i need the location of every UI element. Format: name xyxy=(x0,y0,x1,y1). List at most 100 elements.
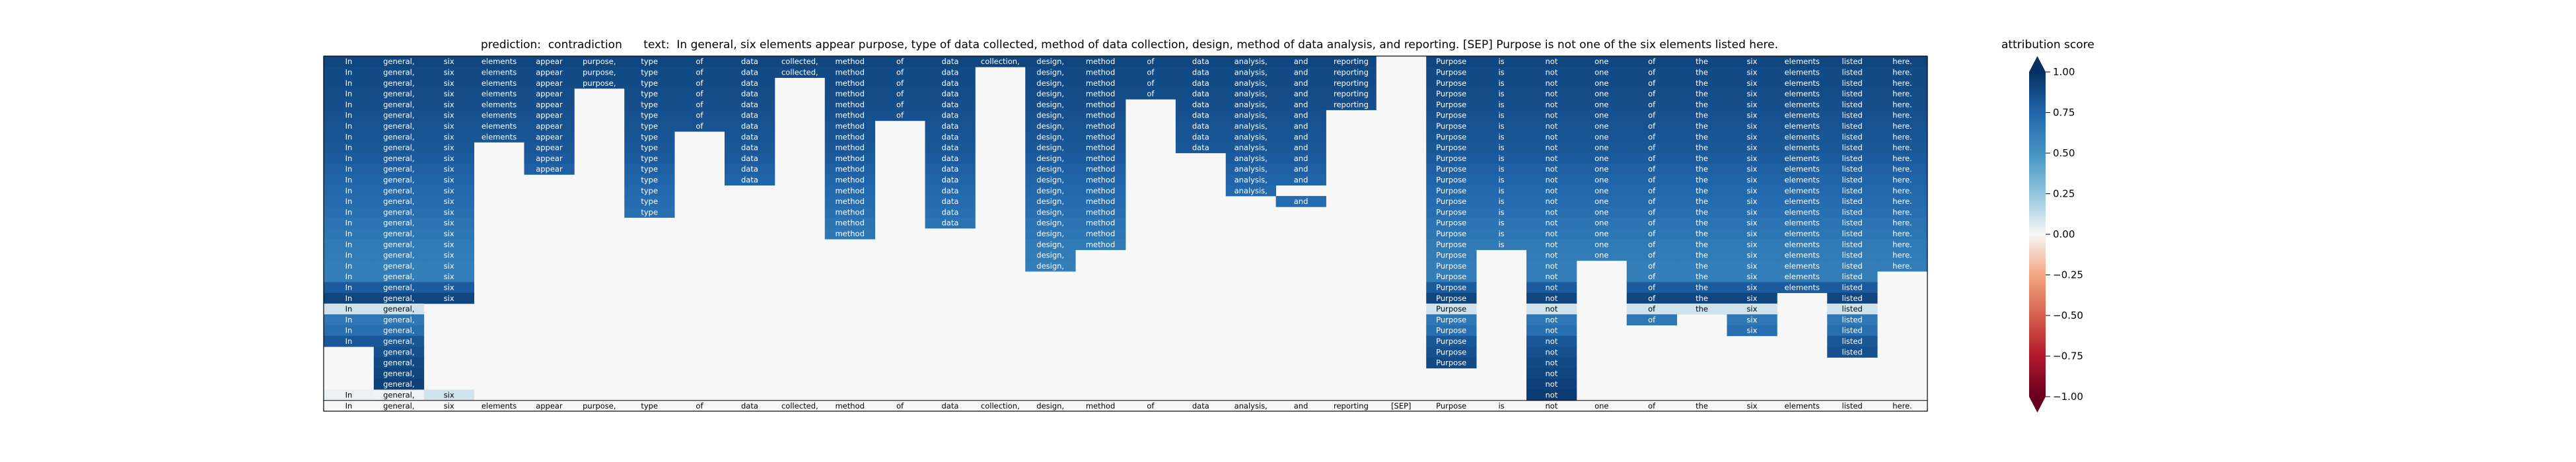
heatmap-cell xyxy=(925,164,976,175)
heatmap-cell xyxy=(1526,120,1577,132)
cell-token-label: elements xyxy=(1785,132,1820,141)
cell-token-label: is xyxy=(1498,164,1504,174)
cell-token-label: six xyxy=(444,272,454,281)
heatmap-cell xyxy=(1225,88,1277,100)
heatmap-cell xyxy=(373,303,425,315)
heatmap-cell xyxy=(423,131,475,143)
cell-token-label: elements xyxy=(1785,154,1820,163)
token-axis-label: general, xyxy=(383,401,414,411)
cell-token-label: is xyxy=(1498,67,1504,77)
cell-token-label: general, xyxy=(383,347,414,356)
cell-token-label: is xyxy=(1498,175,1504,184)
heatmap-cell xyxy=(1827,174,1878,186)
heatmap-cell xyxy=(1025,120,1076,132)
cell-token-label: six xyxy=(1746,67,1757,77)
cell-token-label: type xyxy=(641,197,658,206)
cell-token-label: Purpose xyxy=(1436,79,1466,88)
heatmap-cell xyxy=(324,164,375,175)
cell-token-label: analysis, xyxy=(1234,57,1268,66)
cell-token-label: In xyxy=(345,391,353,400)
cell-token-label: not xyxy=(1546,294,1558,303)
heatmap-cell xyxy=(524,142,575,154)
cell-token-label: appear xyxy=(536,67,563,77)
heatmap-cell xyxy=(1777,56,1828,67)
cell-token-label: In xyxy=(345,218,353,228)
cell-labels: In general, six elements appear purpose, type o… xyxy=(345,57,1912,411)
cell-token-label: elements xyxy=(482,79,517,88)
heatmap-cell xyxy=(1877,260,1928,272)
cell-token-label: listed xyxy=(1842,294,1863,303)
cell-token-label: six xyxy=(1746,218,1757,228)
colorbar-tick-label: 0.00 xyxy=(2053,228,2075,240)
cell-token-label: elements xyxy=(1785,57,1820,66)
heatmap-cell xyxy=(1727,249,1777,261)
heatmap-cell xyxy=(1526,131,1577,143)
cell-token-label: elements xyxy=(1785,240,1820,249)
heatmap-cell xyxy=(1576,228,1628,240)
cell-token-label: method xyxy=(1086,186,1115,195)
cell-token-label: one xyxy=(1594,89,1608,98)
colorbar-tick-label: −1.00 xyxy=(2053,391,2083,403)
cell-token-label: method xyxy=(835,207,864,216)
cell-token-label: Purpose xyxy=(1436,294,1466,303)
cell-token-label: general, xyxy=(383,272,414,281)
heatmap-cell xyxy=(373,292,425,304)
cell-token-label: In xyxy=(345,240,353,249)
token-axis-label: data xyxy=(741,401,758,411)
cell-token-label: In xyxy=(345,143,353,152)
cell-token-label: of xyxy=(1648,304,1656,314)
cell-token-label: listed xyxy=(1842,100,1863,109)
heatmap-cell xyxy=(1275,131,1326,143)
heatmap-cell xyxy=(1476,239,1527,250)
token-axis-label: In xyxy=(345,401,353,411)
cell-token-label: six xyxy=(1746,121,1757,131)
cell-token-label: of xyxy=(896,89,904,98)
heatmap-cell xyxy=(524,164,575,175)
heatmap-cell xyxy=(1727,260,1777,272)
heatmap-cell xyxy=(925,56,976,67)
heatmap-cell xyxy=(1126,88,1176,100)
cell-token-label: here. xyxy=(1892,79,1912,88)
heatmap-cell xyxy=(925,217,976,229)
heatmap-cell xyxy=(1526,152,1577,164)
cell-token-label: appear xyxy=(536,57,563,66)
cell-token-label: of xyxy=(696,111,704,120)
heatmap-cell xyxy=(624,131,675,143)
cell-token-label: six xyxy=(444,79,454,88)
heatmap-cell xyxy=(1626,239,1678,250)
heatmap-cell xyxy=(1025,142,1076,154)
cell-token-label: is xyxy=(1498,132,1504,141)
heatmap-cell xyxy=(373,207,425,218)
cell-token-label: Purpose xyxy=(1436,100,1466,109)
heatmap-cell xyxy=(1576,249,1628,261)
cell-token-label: In xyxy=(345,229,353,238)
cell-token-label: design, xyxy=(1036,143,1064,152)
heatmap-cell xyxy=(1426,185,1477,197)
heatmap-cell xyxy=(1777,110,1828,121)
heatmap-cell xyxy=(524,67,575,79)
heatmap-cell xyxy=(1777,195,1828,207)
heatmap-cell xyxy=(1526,228,1577,240)
cell-token-label: design, xyxy=(1036,154,1064,163)
cell-token-label: In xyxy=(345,304,353,314)
heatmap-cell xyxy=(1025,164,1076,175)
heatmap-cell xyxy=(1877,152,1928,164)
cell-token-label: data xyxy=(941,197,958,206)
cell-token-label: of xyxy=(1648,132,1656,141)
cell-token-label: method xyxy=(1086,57,1115,66)
heatmap-cell xyxy=(324,99,375,110)
heatmap-cell xyxy=(423,249,475,261)
heatmap-cell xyxy=(624,67,675,79)
heatmap-cell xyxy=(1727,207,1777,218)
heatmap-cell xyxy=(1576,131,1628,143)
heatmap-cell xyxy=(674,99,725,110)
heatmap-cell xyxy=(1426,152,1477,164)
heatmap-cell xyxy=(1877,99,1928,110)
cell-token-label: listed xyxy=(1842,272,1863,281)
heatmap-cell xyxy=(1727,120,1777,132)
heatmap-cell xyxy=(1025,56,1076,67)
cell-token-label: data xyxy=(1192,121,1209,131)
heatmap-cell xyxy=(1676,142,1727,154)
heatmap-cell xyxy=(1676,282,1727,294)
cell-token-label: the xyxy=(1696,100,1708,109)
